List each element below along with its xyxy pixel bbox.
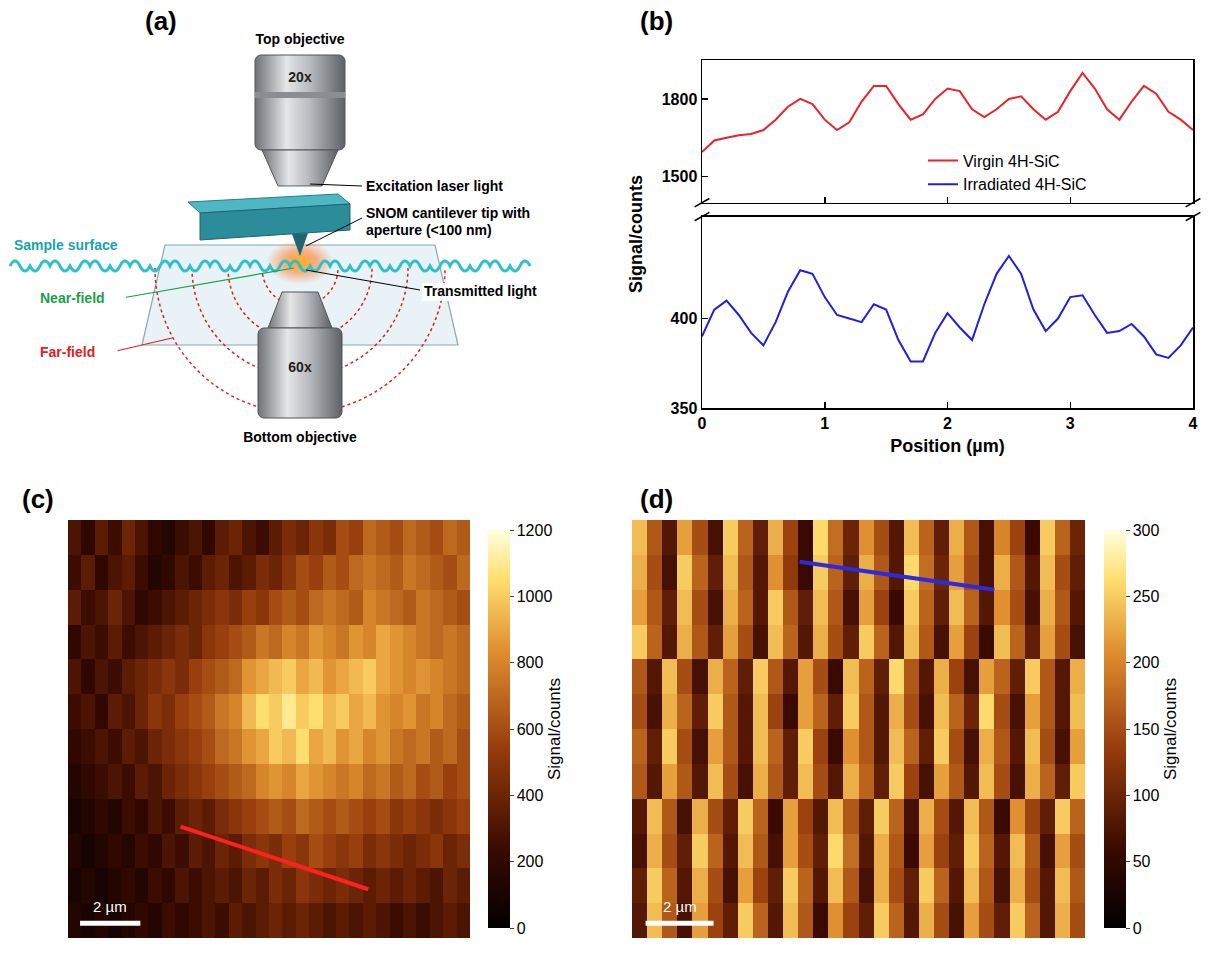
svg-text:Irradiated 4H-SiC: Irradiated 4H-SiC: [963, 176, 1087, 193]
svg-text:60x: 60x: [288, 359, 312, 375]
svg-text:400: 400: [671, 310, 698, 327]
svg-text:50: 50: [1133, 853, 1151, 870]
svg-text:Position (µm): Position (µm): [890, 436, 1004, 456]
svg-text:0: 0: [1133, 920, 1142, 937]
svg-text:2 µm: 2 µm: [93, 898, 127, 915]
html-text:(a): (a): [145, 6, 177, 36]
svg-text:1000: 1000: [517, 588, 553, 605]
svg-text:3: 3: [1066, 415, 1075, 432]
html-text:(b): (b): [640, 6, 674, 36]
svg-text:300: 300: [1133, 522, 1160, 539]
svg-text:600: 600: [517, 721, 544, 738]
svg-text:Signal/counts: Signal/counts: [1161, 678, 1180, 780]
svg-text:Sample surface: Sample surface: [14, 237, 118, 253]
svg-text:100: 100: [1133, 787, 1160, 804]
svg-text:800: 800: [517, 654, 544, 671]
svg-text:350: 350: [671, 400, 698, 417]
svg-text:250: 250: [1133, 588, 1160, 605]
svg-text:1800: 1800: [662, 91, 698, 108]
svg-text:Far-field: Far-field: [40, 344, 95, 360]
svg-text:2: 2: [943, 415, 952, 432]
svg-text:Virgin 4H-SiC: Virgin 4H-SiC: [963, 153, 1060, 170]
svg-text:2 µm: 2 µm: [663, 898, 697, 915]
svg-text:SNOM cantilever tip with: SNOM cantilever tip with: [366, 205, 530, 221]
svg-text:200: 200: [517, 853, 544, 870]
svg-text:400: 400: [517, 787, 544, 804]
svg-text:Excitation laser light: Excitation laser light: [366, 178, 503, 194]
svg-text:Signal/counts: Signal/counts: [545, 678, 564, 780]
svg-text:150: 150: [1133, 721, 1160, 738]
svg-text:Signal/counts: Signal/counts: [626, 175, 646, 293]
svg-text:Bottom objective: Bottom objective: [243, 429, 357, 445]
svg-text:1200: 1200: [517, 522, 553, 539]
svg-text:Near-field: Near-field: [40, 290, 105, 306]
svg-text:1: 1: [820, 415, 829, 432]
svg-text:200: 200: [1133, 654, 1160, 671]
svg-text:20x: 20x: [288, 69, 312, 85]
svg-text:1500: 1500: [662, 168, 698, 185]
svg-text:aperture (<100 nm): aperture (<100 nm): [366, 222, 492, 238]
svg-text:0: 0: [517, 920, 526, 937]
svg-text:4: 4: [1189, 415, 1198, 432]
html-text:(c): (c): [22, 484, 54, 514]
svg-text:Transmitted light: Transmitted light: [424, 283, 537, 299]
svg-text:Top objective: Top objective: [255, 31, 344, 47]
svg-text:0: 0: [698, 415, 707, 432]
html-text:(d): (d): [640, 484, 674, 514]
